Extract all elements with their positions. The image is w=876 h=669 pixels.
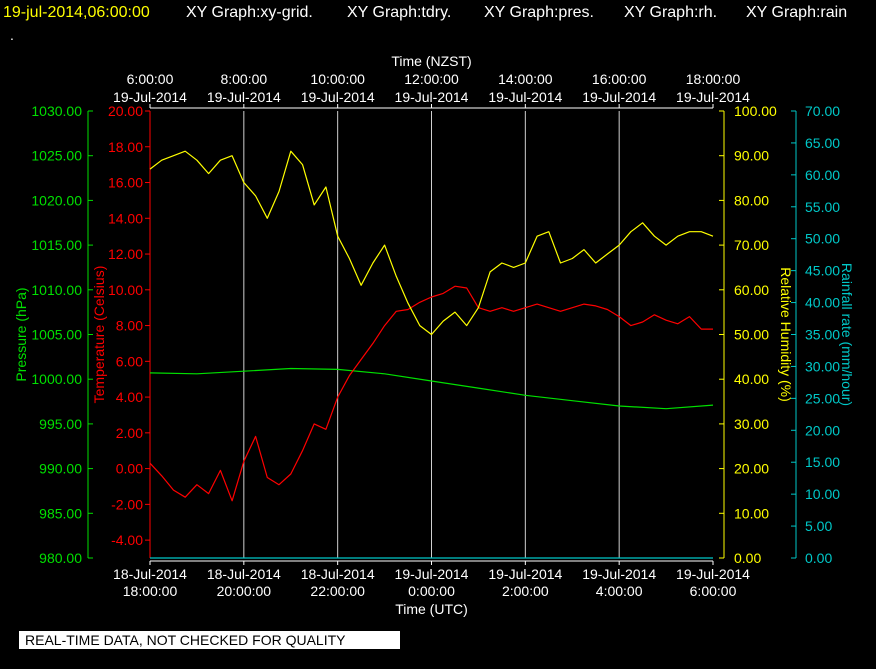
top-tick-label-time: 18:00:00 [686,71,741,87]
top-tick-label-time: 14:00:00 [498,71,553,87]
bottom-tick-label-date: 18-Jul-2014 [301,566,375,582]
header-graph-xy-grid: XY Graph:xy-grid. [186,4,313,21]
top-tick-label-date: 19-Jul-2014 [113,89,187,105]
humidity-axis-title: Relative Humidity (%) [778,267,794,402]
humidity-tick-label: 100.00 [734,103,777,119]
bottom-tick-label-time: 2:00:00 [502,583,549,599]
bottom-tick-label-date: 19-Jul-2014 [395,566,469,582]
humidity-tick-label: 40.00 [734,371,769,387]
pressure-tick-label: 1010.00 [31,282,82,298]
humidity-tick-label: 50.00 [734,327,769,343]
temperature-tick-label: 18.00 [108,139,143,155]
rainfall-axis-title: Rainfall rate (mm/hour) [839,263,855,406]
bottom-tick-label-date: 19-Jul-2014 [582,566,656,582]
temperature-tick-label: -2.00 [111,496,143,512]
temperature-axis-title: Temperature (Celsius) [91,266,107,404]
series-line-pres [149,367,714,410]
rainfall-tick-label: 15.00 [805,454,840,470]
top-tick-label-date: 19-Jul-2014 [488,89,562,105]
header-graph-rain: XY Graph:rain [746,4,848,21]
bottom-tick-label-time: 6:00:00 [690,583,737,599]
bottom-tick-label-date: 19-Jul-2014 [488,566,562,582]
top-tick-label-time: 6:00:00 [127,71,174,87]
rainfall-tick-label: 65.00 [805,135,840,151]
top-tick-label-date: 19-Jul-2014 [301,89,375,105]
humidity-tick-label: 30.00 [734,416,769,432]
top-tick-label-time: 12:00:00 [404,71,459,87]
pressure-tick-label: 985.00 [39,505,82,521]
pressure-tick-label: 990.00 [39,461,82,477]
temperature-tick-label: 2.00 [116,425,143,441]
header-graph-pres: XY Graph:pres. [484,4,594,21]
bottom-tick-label-time: 0:00:00 [408,583,455,599]
series-line-rh [149,150,714,336]
top-tick-label-time: 8:00:00 [220,71,267,87]
rainfall-tick-label: 10.00 [805,486,840,502]
rainfall-tick-label: 40.00 [805,295,840,311]
temperature-tick-label: 0.00 [116,461,143,477]
pressure-tick-label: 1025.00 [31,148,82,164]
pressure-tick-label: 995.00 [39,416,82,432]
rainfall-tick-label: 0.00 [805,550,832,566]
humidity-tick-label: 80.00 [734,192,769,208]
bottom-tick-label-time: 20:00:00 [217,583,272,599]
temperature-tick-label: -4.00 [111,532,143,548]
bottom-tick-label-time: 22:00:00 [310,583,365,599]
humidity-tick-label: 60.00 [734,282,769,298]
humidity-tick-label: 20.00 [734,461,769,477]
pressure-axis-title: Pressure (hPa) [13,287,29,381]
header-dot: . [10,27,14,43]
header-graph-rh: XY Graph:rh. [624,4,718,21]
top-tick-label-date: 19-Jul-2014 [207,89,281,105]
rainfall-tick-label: 70.00 [805,103,840,119]
humidity-tick-label: 90.00 [734,148,769,164]
header-graph-tdry: XY Graph:tdry. [347,4,452,21]
pressure-tick-label: 980.00 [39,550,82,566]
pressure-tick-label: 1000.00 [31,371,82,387]
temperature-tick-label: 6.00 [116,353,143,369]
bottom-tick-label-time: 18:00:00 [123,583,178,599]
header-bar: 19-jul-2014,06:00:00 XY Graph:xy-grid. X… [0,0,876,26]
temperature-tick-label: 20.00 [108,103,143,119]
rainfall-tick-label: 30.00 [805,358,840,374]
header-datetime: 19-jul-2014,06:00:00 [3,4,150,21]
top-axis-title: Time (NZST) [391,53,471,69]
bottom-tick-label-date: 18-Jul-2014 [207,566,281,582]
bottom-tick-label-time: 4:00:00 [596,583,643,599]
temperature-tick-label: 10.00 [108,282,143,298]
pressure-tick-label: 1020.00 [31,192,82,208]
bottom-tick-label-date: 18-Jul-2014 [113,566,187,582]
top-tick-label-time: 10:00:00 [310,71,365,87]
top-tick-label-time: 16:00:00 [592,71,647,87]
pressure-tick-label: 1015.00 [31,237,82,253]
temperature-tick-label: 16.00 [108,175,143,191]
pressure-tick-label: 1030.00 [31,103,82,119]
temperature-tick-label: 4.00 [116,389,143,405]
top-tick-label-date: 19-Jul-2014 [582,89,656,105]
top-tick-label-date: 19-Jul-2014 [395,89,469,105]
rainfall-tick-label: 50.00 [805,231,840,247]
temperature-tick-label: 14.00 [108,210,143,226]
rainfall-tick-label: 25.00 [805,390,840,406]
humidity-tick-label: 70.00 [734,237,769,253]
top-tick-label-date: 19-Jul-2014 [676,89,750,105]
pressure-tick-label: 1005.00 [31,327,82,343]
humidity-tick-label: 0.00 [734,550,761,566]
temperature-tick-label: 12.00 [108,246,143,262]
series-line-tdry [149,285,713,502]
bottom-axis-title: Time (UTC) [395,601,468,617]
rainfall-tick-label: 5.00 [805,518,832,534]
rainfall-tick-label: 20.00 [805,422,840,438]
rainfall-tick-label: 55.00 [805,199,840,215]
rainfall-tick-label: 45.00 [805,263,840,279]
rainfall-tick-label: 35.00 [805,327,840,343]
temperature-tick-label: 8.00 [116,318,143,334]
rainfall-tick-label: 60.00 [805,167,840,183]
humidity-tick-label: 10.00 [734,505,769,521]
bottom-tick-label-date: 19-Jul-2014 [676,566,750,582]
quality-note: REAL-TIME DATA, NOT CHECKED FOR QUALITY [19,631,400,649]
